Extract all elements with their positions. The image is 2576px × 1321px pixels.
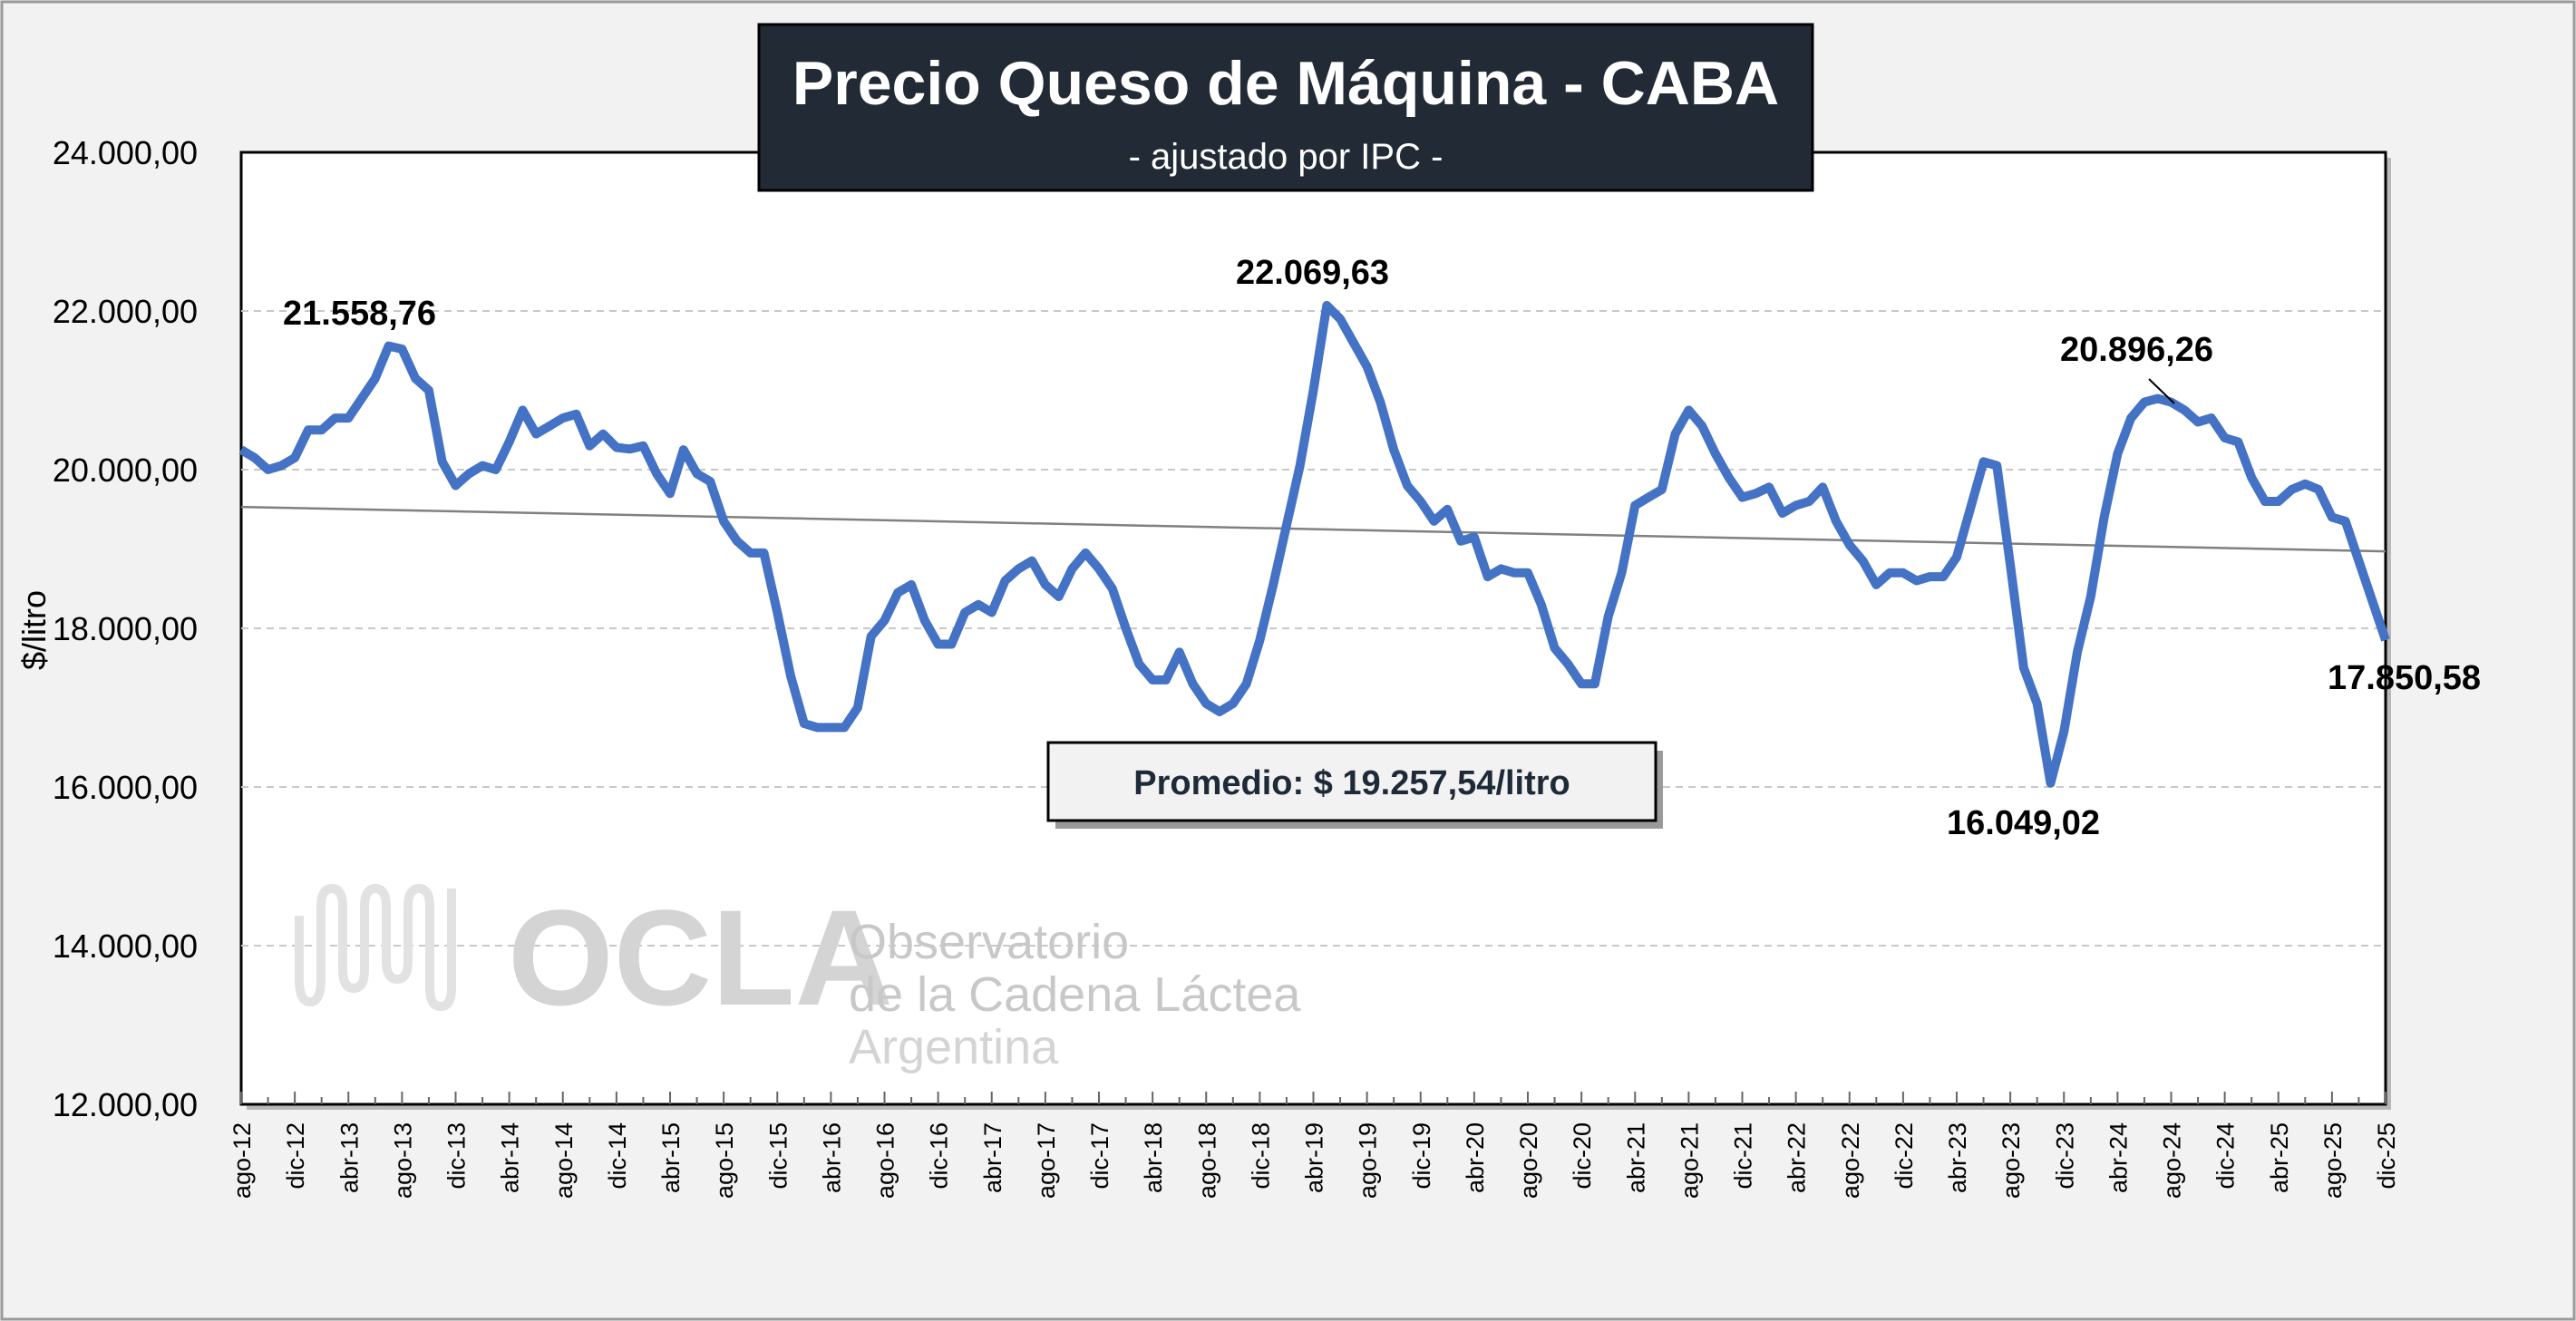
x-tick-label: abr-15 (657, 1122, 685, 1193)
x-tick-label: abr-24 (2105, 1122, 2132, 1193)
x-tick-labels: ago-12 dic-12 abr-13 ago-13 dic-13 abr-14 ago-… (228, 1122, 2400, 1199)
x-tick-label: abr-25 (2266, 1122, 2293, 1193)
x-tick-label: ago-20 (1515, 1122, 1542, 1199)
x-tick-label: abr-21 (1622, 1122, 1649, 1193)
y-tick-label: 24.000,00 (53, 134, 198, 171)
x-tick-label: ago-13 (389, 1122, 416, 1199)
logo-wave-icon (295, 883, 456, 1012)
x-tick-label: dic-14 (604, 1122, 631, 1190)
data-label-max-2019: 22.069,63 (1236, 254, 1389, 292)
logo-line3: Argentina (849, 1020, 1059, 1074)
trend-line (240, 505, 2386, 553)
x-tick-label: ago-15 (711, 1122, 738, 1199)
x-tick-label: dic-18 (1247, 1122, 1274, 1190)
x-tick-label: dic-25 (2373, 1122, 2400, 1190)
x-tick-label: abr-23 (1944, 1122, 1971, 1193)
x-tick-label: ago-25 (2319, 1122, 2347, 1199)
x-tick-label: dic-24 (2212, 1122, 2240, 1190)
x-tick-label: abr-17 (979, 1122, 1006, 1193)
x-tick-label: ago-21 (1676, 1122, 1703, 1199)
logo-line1: Observatorio (849, 915, 1129, 969)
x-tick-label: dic-21 (1730, 1122, 1757, 1190)
x-tick-label: abr-18 (1140, 1122, 1167, 1193)
data-label-min-2023: 16.049,02 (1947, 804, 2100, 842)
x-tick-label: dic-15 (764, 1122, 792, 1190)
y-tick-label: 18.000,00 (53, 610, 198, 647)
leader-line (2148, 378, 2175, 404)
average-box: Promedio: $ 19.257,54/litro (1046, 741, 1663, 829)
data-label-last: 17.850,58 (2328, 659, 2481, 697)
x-tick-label: dic-16 (926, 1122, 953, 1190)
x-tick-label: dic-20 (1569, 1122, 1596, 1190)
x-tick-marks (240, 1092, 2386, 1104)
x-tick-label: abr-14 (497, 1122, 524, 1193)
x-tick-label: abr-22 (1784, 1122, 1811, 1193)
x-tick-label: dic-12 (282, 1122, 309, 1190)
logo-ocla-text: OCLA (508, 881, 893, 1034)
y-axis-label: $/litro (15, 590, 53, 670)
ocla-logo-watermark: OCLA Observatorio de la Cadena Láctea Ar… (295, 881, 1301, 1074)
x-tick-label: abr-13 (335, 1122, 363, 1193)
x-tick-label: ago-12 (228, 1122, 256, 1199)
x-tick-label: ago-14 (550, 1122, 578, 1199)
y-tick-label: 16.000,00 (53, 769, 198, 806)
x-tick-label: dic-23 (2051, 1122, 2078, 1190)
x-tick-label: dic-19 (1408, 1122, 1435, 1190)
y-tick-label: 14.000,00 (53, 928, 198, 965)
data-label-max-2013: 21.558,76 (283, 295, 436, 333)
title-box: Precio Queso de Máquina - CABA - ajustad… (757, 23, 1814, 192)
price-series-line (238, 300, 2390, 788)
x-tick-label: abr-20 (1462, 1122, 1489, 1193)
chart-title: Precio Queso de Máquina - CABA (792, 49, 1779, 118)
y-tick-label: 20.000,00 (53, 452, 198, 489)
x-tick-label: ago-18 (1193, 1122, 1220, 1199)
y-tick-label: 12.000,00 (53, 1086, 198, 1123)
x-tick-label: ago-23 (1998, 1122, 2025, 1199)
x-tick-label: ago-19 (1355, 1122, 1382, 1199)
x-tick-label: dic-13 (443, 1122, 471, 1190)
x-tick-label: abr-19 (1301, 1122, 1328, 1193)
chart-subtitle: - ajustado por IPC - (1129, 137, 1444, 177)
x-tick-label: abr-16 (818, 1122, 845, 1193)
y-tick-labels: 12.000,00 14.000,00 16.000,00 18.000,00 20.0… (53, 134, 198, 1123)
x-tick-label: ago-24 (2159, 1122, 2186, 1199)
x-tick-label: ago-17 (1033, 1122, 1060, 1199)
x-tick-label: ago-22 (1837, 1122, 1864, 1199)
x-tick-label: ago-16 (872, 1122, 899, 1199)
x-tick-label: dic-22 (1891, 1122, 1918, 1190)
average-label: Promedio: $ 19.257,54/litro (1133, 764, 1570, 802)
y-tick-label: 22.000,00 (53, 293, 198, 330)
x-tick-label: dic-17 (1086, 1122, 1113, 1190)
data-label-max-2024: 20.896,26 (2060, 331, 2213, 369)
logo-line2: de la Cadena Láctea (849, 967, 1301, 1022)
